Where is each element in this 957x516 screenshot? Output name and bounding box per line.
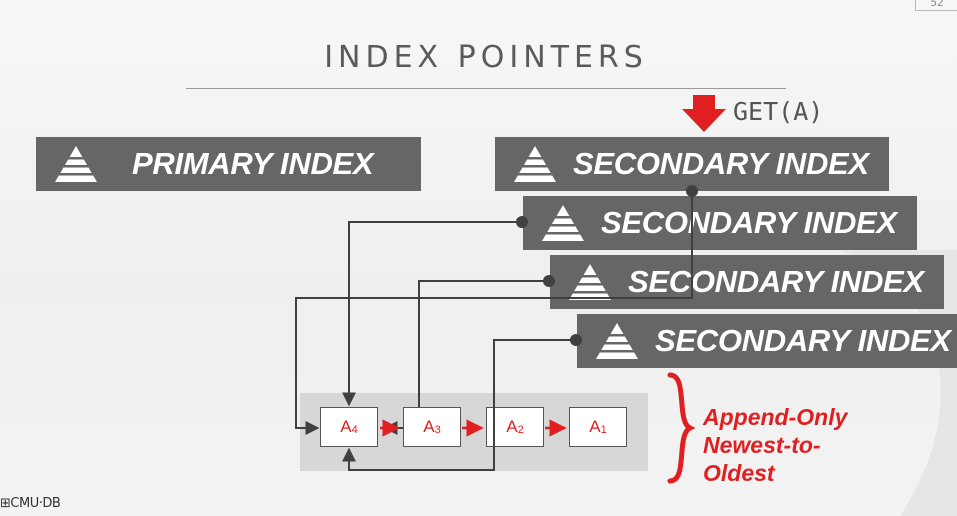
secondary-index-label: SECONDARY INDEX [573,146,869,181]
pointer-dot [543,275,555,287]
tree-index-icon [542,205,584,241]
note-line: Oldest [703,460,775,486]
tree-index-icon [55,146,97,182]
secondary-index-label: SECONDARY INDEX [655,323,951,358]
secondary-index-box-4: SECONDARY INDEX [577,314,957,368]
tree-index-icon [569,264,611,300]
tree-index-icon [596,323,638,359]
slide-number: 52 [915,0,957,11]
pointer-line [342,221,522,407]
secondary-index-label: SECONDARY INDEX [628,264,924,299]
down-arrow-icon [682,95,726,132]
pointer-line [295,191,693,435]
pointer-line [342,339,576,471]
pointer-dot [686,185,698,197]
secondary-index-label: SECONDARY INDEX [601,205,897,240]
secondary-index-box-1: SECONDARY INDEX [495,137,889,191]
cmu-db-logo: ⊞CMU·DB [0,496,61,511]
curly-brace-icon [667,372,696,484]
pointer-dot [516,216,528,228]
tree-index-icon [514,146,556,182]
pointer-dot [570,334,582,346]
note-line: Append-Only [703,404,848,430]
primary-index-box: PRIMARY INDEX [36,137,421,191]
pointer-line [418,280,549,407]
primary-index-label: PRIMARY INDEX [132,146,374,181]
secondary-index-box-3: SECONDARY INDEX [550,255,944,309]
title-divider [186,88,786,89]
get-query-label: GET(A) [733,97,824,126]
logo-mark-icon: ⊞ [0,496,11,511]
secondary-index-box-2: SECONDARY INDEX [523,196,917,250]
note-line: Newest-to- [703,432,821,458]
page-title: INDEX POINTERS [324,40,648,75]
append-only-note: Append-Only Newest-to- Oldest [703,403,847,487]
